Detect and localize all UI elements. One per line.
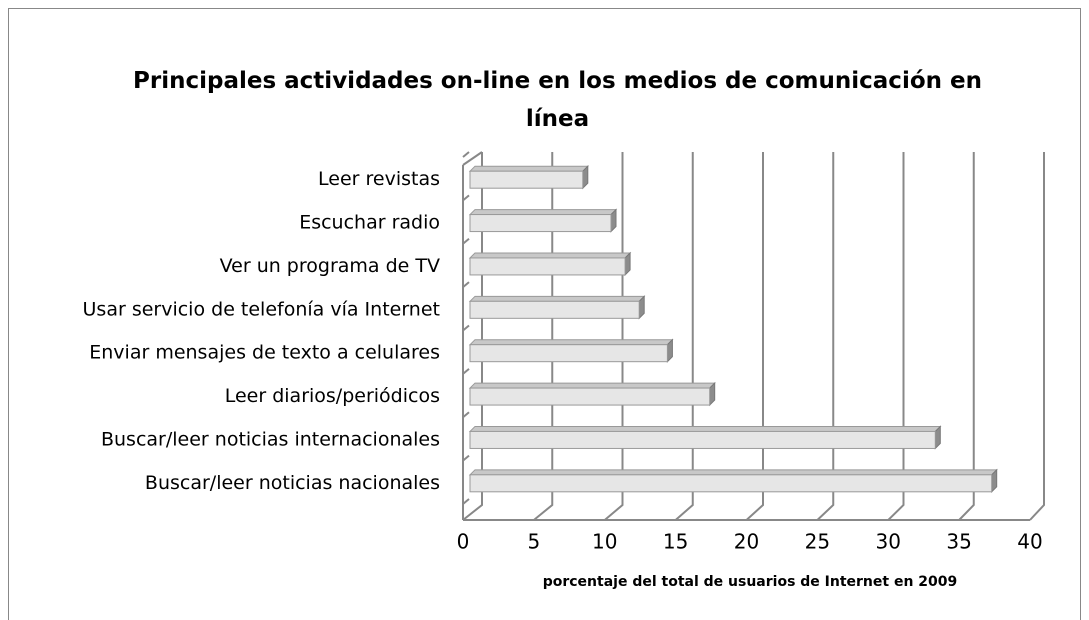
bar-face <box>469 430 936 449</box>
grid-line <box>958 152 975 521</box>
y-tick <box>462 324 470 332</box>
bar <box>468 425 942 450</box>
bar-face <box>469 474 993 493</box>
bar <box>468 164 590 190</box>
grid-line <box>674 152 694 521</box>
x-tick-label: 20 <box>734 530 759 554</box>
grid-line <box>887 152 905 521</box>
y-tick-label: Usar servicio de telefonía vía Internet <box>83 298 440 320</box>
y-tick <box>462 237 470 245</box>
x-tick-label: 25 <box>805 530 830 554</box>
chart-title: Principales actividades on-line en los m… <box>133 68 982 132</box>
y-tick <box>462 368 470 375</box>
bar-face <box>468 339 674 346</box>
y-tick <box>462 194 470 202</box>
bar <box>468 338 674 363</box>
bar-face <box>469 387 711 406</box>
y-tick-label: Leer revistas <box>318 168 440 190</box>
grid-line <box>533 152 554 521</box>
y-tick <box>462 454 470 462</box>
bar-face <box>468 165 590 172</box>
y-tick <box>462 411 470 419</box>
x-tick-label: 5 <box>528 530 541 554</box>
y-tick-label: Escuchar radio <box>299 212 440 234</box>
grid-line <box>816 152 835 521</box>
grid-line <box>1029 152 1045 521</box>
x-tick-label: 10 <box>592 530 617 554</box>
y-tick-label: Buscar/leer noticias internacionales <box>101 428 440 450</box>
bar-face <box>468 469 998 476</box>
bar-face <box>468 295 646 302</box>
y-tick-label: Leer diarios/periódicos <box>225 385 440 407</box>
y-tick-label: Enviar mensajes de texto a celulares <box>89 342 440 364</box>
bar-face <box>468 382 716 389</box>
bar-face <box>468 425 942 432</box>
bar-face <box>469 257 626 276</box>
grid-line <box>745 152 764 521</box>
grid-line <box>462 152 483 521</box>
bar <box>468 468 998 494</box>
chart-frame <box>8 8 1081 620</box>
bar-face <box>469 344 668 363</box>
x-tick-label: 30 <box>876 530 901 554</box>
x-tick-label: 0 <box>457 530 470 554</box>
bar <box>468 295 646 320</box>
x-axis-label: porcentaje del total de usuarios de Inte… <box>543 574 958 590</box>
y-tick <box>462 281 470 288</box>
bar <box>468 208 618 233</box>
bar-face <box>468 209 618 216</box>
bar <box>468 381 716 407</box>
left-wall-back <box>462 151 483 166</box>
bar-face <box>469 170 584 189</box>
x-tick-label: 40 <box>1017 530 1042 554</box>
bar-face <box>468 252 632 259</box>
y-tick-label: Ver un programa de TV <box>220 255 440 277</box>
bar-face <box>469 214 612 233</box>
x-tick-label: 35 <box>946 530 971 554</box>
grid-line <box>604 152 624 521</box>
x-tick-label: 15 <box>663 530 688 554</box>
y-tick-label: Buscar/leer noticias nacionales <box>145 472 440 494</box>
y-tick <box>462 151 470 158</box>
bar <box>468 251 632 277</box>
y-tick <box>462 498 470 505</box>
bar-face <box>469 300 640 319</box>
